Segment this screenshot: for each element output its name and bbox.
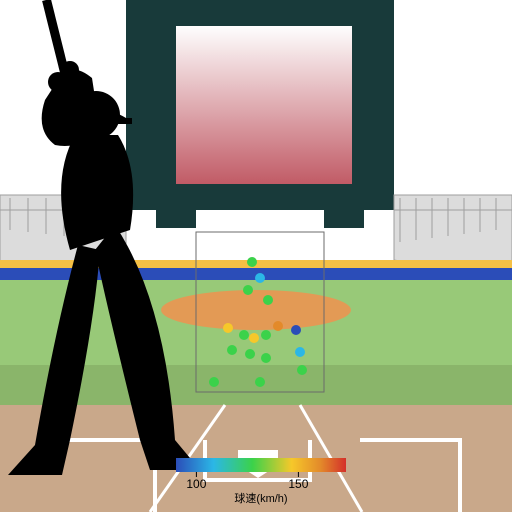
pitch-marker xyxy=(297,365,307,375)
pitch-location-chart: 100 150球速(km/h) xyxy=(0,0,512,512)
pitch-marker xyxy=(273,321,283,331)
pitch-marker xyxy=(261,353,271,363)
scoreboard xyxy=(126,0,394,228)
pitch-marker xyxy=(261,330,271,340)
pitch-marker xyxy=(209,377,219,387)
pitch-marker xyxy=(263,295,273,305)
pitch-marker xyxy=(249,333,259,343)
pitch-marker xyxy=(291,325,301,335)
pitch-marker xyxy=(239,330,249,340)
mound-dirt xyxy=(161,290,351,330)
pitch-marker xyxy=(227,345,237,355)
legend-tick-label: 100 xyxy=(186,477,206,491)
pitch-marker xyxy=(245,349,255,359)
pitch-marker xyxy=(255,273,265,283)
pitch-marker xyxy=(295,347,305,357)
legend-tick-label: 150 xyxy=(288,477,308,491)
legend-axis-label: 球速(km/h) xyxy=(234,491,287,505)
pitch-marker xyxy=(247,257,257,267)
pitch-marker xyxy=(255,377,265,387)
scoreboard-screen xyxy=(176,26,352,184)
pitch-marker xyxy=(223,323,233,333)
pitch-marker xyxy=(243,285,253,295)
